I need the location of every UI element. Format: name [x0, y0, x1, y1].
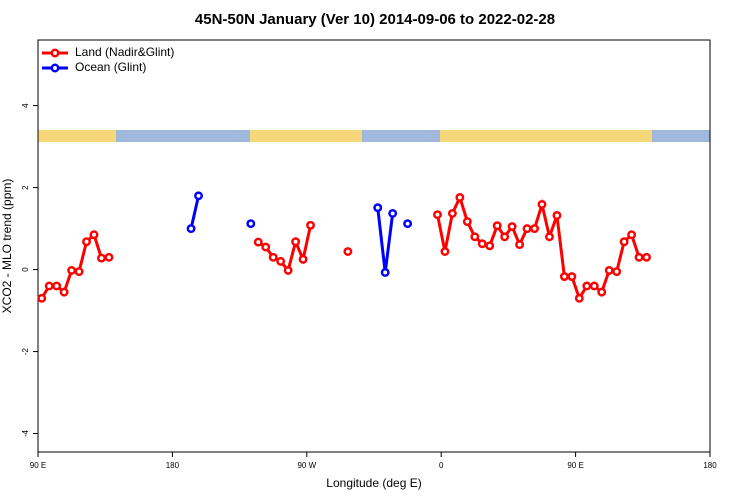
data-point	[507, 222, 517, 231]
data-point	[589, 281, 599, 291]
data-point	[455, 192, 465, 202]
x-tick-label: 180	[166, 461, 180, 470]
data-point	[582, 281, 592, 291]
data-point	[74, 267, 84, 277]
data-point	[492, 221, 502, 231]
y-tick-label: -2	[21, 347, 30, 355]
data-point	[306, 220, 315, 230]
legend-label: Ocean (Glint)	[75, 60, 146, 74]
data-point	[283, 265, 293, 275]
data-point	[343, 247, 353, 256]
data-point	[298, 254, 308, 264]
data-point	[276, 256, 286, 266]
data-point	[268, 252, 278, 262]
data-point	[447, 208, 457, 218]
data-point	[82, 237, 91, 247]
data-point	[89, 230, 99, 240]
data-point	[604, 265, 614, 275]
data-point	[559, 272, 569, 281]
data-point	[545, 232, 554, 242]
data-point	[52, 281, 62, 291]
x-tick-label: 90 E	[30, 461, 46, 470]
data-point	[380, 267, 390, 277]
data-point	[440, 247, 450, 256]
data-point	[619, 237, 629, 247]
x-tick-label: 0	[439, 461, 444, 470]
x-tick-label: 180	[703, 461, 717, 470]
data-point	[634, 252, 644, 262]
land-mask-strip	[38, 130, 710, 142]
y-tick-label: -4	[21, 429, 30, 437]
legend-label: Land (Nadir&Glint)	[75, 45, 174, 59]
data-point	[567, 272, 577, 281]
x-axis-label: Longitude (deg E)	[326, 476, 421, 490]
data-point	[515, 240, 525, 250]
data-point	[433, 210, 442, 220]
data-point	[470, 232, 480, 242]
data-point	[194, 191, 203, 201]
data-point	[462, 217, 472, 227]
data-point	[186, 224, 196, 234]
data-point	[574, 293, 584, 303]
legend-marker	[50, 48, 60, 58]
data-point	[485, 241, 495, 251]
data-point	[597, 287, 607, 297]
data-point	[537, 199, 547, 209]
data-point	[373, 203, 383, 213]
x-tick-label: 90 E	[567, 461, 583, 470]
data-point	[612, 267, 622, 277]
data-point	[104, 252, 114, 262]
data-point	[627, 230, 637, 240]
data-point	[291, 237, 301, 247]
y-tick-label: 4	[21, 103, 30, 108]
data-point	[388, 208, 398, 218]
data-point	[552, 211, 562, 220]
data-point	[403, 219, 413, 229]
y-axis-label: XCO2 - MLO trend (ppm)	[0, 179, 14, 314]
data-point	[97, 253, 106, 263]
data-point	[530, 224, 539, 234]
y-tick-label: 2	[21, 185, 30, 190]
plot-frame	[37, 39, 711, 453]
data-point	[44, 281, 54, 291]
x-tick-label: 90 W	[297, 461, 316, 470]
data-point	[500, 232, 510, 242]
data-point	[59, 287, 69, 297]
data-point	[67, 265, 77, 275]
legend-marker	[50, 63, 60, 73]
y-tick-label: 0	[21, 267, 30, 272]
chart-title: 45N-50N January (Ver 10) 2014-09-06 to 2…	[195, 11, 555, 28]
data-point	[37, 293, 47, 303]
data-point	[642, 252, 651, 262]
data-point	[246, 219, 256, 229]
data-point	[261, 242, 271, 252]
data-point	[253, 237, 263, 247]
data-point	[522, 224, 532, 234]
data-point	[477, 239, 487, 249]
